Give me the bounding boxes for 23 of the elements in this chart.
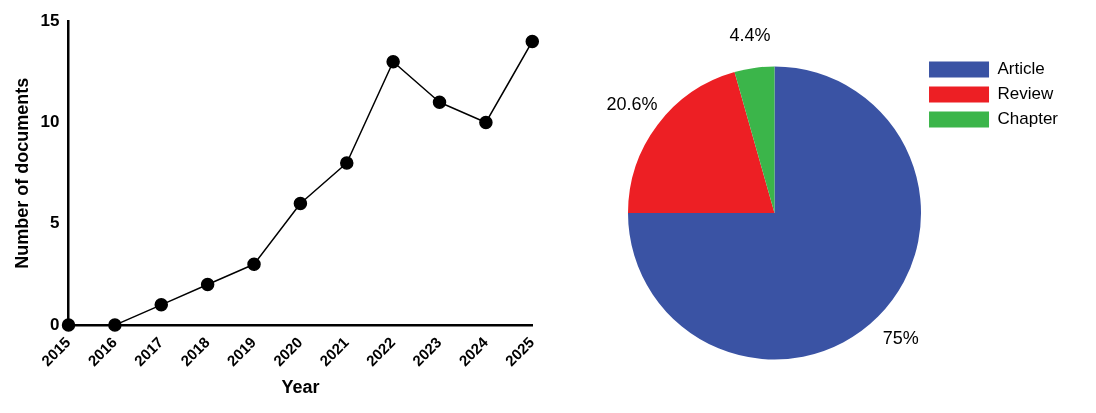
point: [61, 318, 76, 332]
legend-label: Chapter: [997, 109, 1059, 129]
data-label: 75%: [882, 328, 919, 349]
legend-label: Article: [997, 59, 1045, 79]
point: [108, 318, 122, 332]
y-tick-label: 5: [50, 213, 60, 233]
x-axis-title: Year: [281, 377, 320, 398]
data-label: 4.4%: [729, 25, 771, 46]
y-tick-label: 0: [50, 314, 60, 334]
y-tick-label: 10: [40, 112, 60, 132]
point: [340, 156, 354, 170]
point: [432, 95, 447, 109]
point: [247, 257, 261, 272]
point: [525, 34, 540, 49]
point: [386, 54, 400, 69]
point: [293, 196, 308, 211]
point: [154, 298, 169, 312]
legend-label: Review: [997, 84, 1054, 104]
point: [479, 115, 493, 130]
y-tick-label: 15: [40, 10, 60, 30]
y-axis-title: Number of documents: [11, 77, 32, 269]
data-label: 20.6%: [606, 94, 658, 115]
point: [200, 277, 215, 292]
